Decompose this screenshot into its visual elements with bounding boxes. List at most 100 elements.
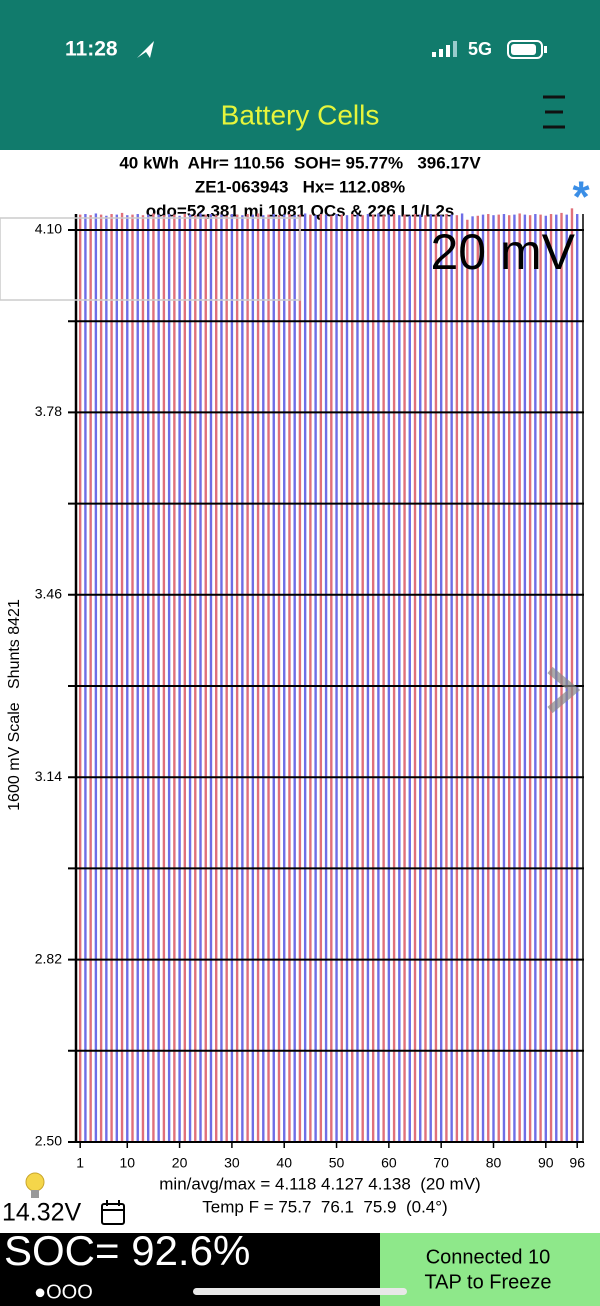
y-tick-label: 2.82 — [35, 950, 62, 966]
bar — [345, 215, 349, 1142]
bar — [251, 214, 255, 1143]
bar — [377, 213, 380, 1143]
bar — [188, 214, 192, 1143]
bar — [471, 216, 474, 1142]
bar — [487, 214, 490, 1143]
bar — [502, 214, 506, 1143]
x-tick-label: 96 — [569, 1155, 585, 1171]
y-tick-label: 3.14 — [35, 768, 62, 784]
bar — [575, 214, 579, 1143]
summary-line: min/avg/max = 4.118 4.127 4.138 (20 mV) — [159, 1174, 480, 1193]
bar — [419, 214, 422, 1143]
bar — [570, 208, 574, 1143]
scale-annotation: 20 mV — [430, 224, 575, 280]
bar — [267, 214, 270, 1143]
freeze-button[interactable] — [380, 1233, 600, 1306]
bar — [371, 214, 375, 1143]
bar — [84, 214, 87, 1143]
bar — [293, 215, 296, 1142]
bar — [157, 214, 160, 1143]
soc-value: SOC= 92.6% — [4, 1227, 250, 1274]
bar — [335, 214, 338, 1143]
bar — [450, 214, 453, 1143]
bar — [492, 215, 495, 1142]
bar — [225, 215, 228, 1142]
x-tick-label: 30 — [224, 1155, 240, 1171]
y-axis-label: 1600 mV Scale Shunts 8421 — [6, 599, 23, 811]
bar — [99, 214, 103, 1143]
page-dots: ●OOO — [34, 1281, 93, 1303]
bar — [136, 214, 139, 1143]
aux-voltage: 14.32V — [2, 1199, 82, 1227]
bar — [330, 215, 333, 1142]
bar — [403, 214, 406, 1143]
battery-icon — [507, 40, 547, 59]
bar — [194, 215, 197, 1142]
bar — [434, 214, 438, 1143]
bar — [204, 214, 207, 1143]
home-indicator — [193, 1288, 407, 1295]
x-tick-label: 20 — [172, 1155, 188, 1171]
overlay-frame — [0, 217, 301, 301]
bar — [424, 215, 427, 1142]
bar — [481, 214, 485, 1143]
bar — [110, 214, 113, 1143]
y-tick-label: 3.78 — [35, 403, 62, 419]
bar — [398, 215, 401, 1142]
bar — [351, 214, 354, 1143]
asterisk[interactable]: * — [572, 173, 590, 222]
x-tick-label: 80 — [486, 1155, 502, 1171]
y-tick-label: 3.46 — [35, 586, 62, 602]
signal-icon — [432, 41, 457, 57]
bar — [544, 215, 548, 1142]
stats-line: odo=52,381 mi 1081 QCs & 226 L1/L2s — [146, 201, 455, 220]
next-arrow[interactable] — [547, 666, 581, 714]
bar — [183, 214, 187, 1143]
x-tick-label: 50 — [329, 1155, 345, 1171]
bar — [246, 214, 249, 1143]
bar — [466, 219, 469, 1143]
bar — [382, 215, 385, 1142]
bar — [565, 214, 568, 1143]
bar — [392, 214, 396, 1143]
bar — [126, 215, 129, 1142]
summary-line: Temp F = 75.7 76.1 75.9 (0.4°) — [202, 1197, 447, 1216]
bar — [178, 215, 181, 1142]
bar — [445, 214, 448, 1143]
stats-line: ZE1-063943 Hx= 112.08% — [195, 177, 405, 196]
bar — [89, 215, 92, 1142]
bar — [215, 215, 218, 1142]
bar — [167, 214, 171, 1143]
bar — [340, 214, 343, 1143]
bar — [309, 214, 312, 1143]
bar — [476, 215, 479, 1142]
bar — [366, 214, 370, 1143]
calendar-icon[interactable] — [101, 1200, 125, 1225]
bar — [272, 214, 275, 1143]
bar — [277, 215, 281, 1142]
y-tick-label: 4.10 — [35, 221, 62, 237]
bar — [319, 214, 323, 1143]
bar — [220, 214, 223, 1143]
bar — [288, 214, 291, 1143]
x-tick-label: 90 — [538, 1155, 554, 1171]
bar — [314, 215, 317, 1142]
button-text: TAP to Freeze — [424, 1271, 551, 1293]
bar — [408, 215, 411, 1142]
bulb-icon[interactable] — [25, 1172, 45, 1198]
bar — [460, 213, 464, 1143]
bar — [120, 212, 124, 1142]
menu-icon[interactable] — [543, 95, 565, 129]
network-label: 5G — [468, 39, 492, 59]
bar — [94, 213, 98, 1143]
x-tick-label: 1 — [76, 1155, 84, 1171]
status-time: 11:28 — [65, 38, 118, 61]
bar — [162, 215, 166, 1142]
bar — [173, 214, 176, 1143]
y-tick-label: 2.50 — [35, 1133, 62, 1149]
bar — [539, 214, 542, 1143]
x-tick-label: 60 — [381, 1155, 397, 1171]
bar — [199, 213, 202, 1143]
